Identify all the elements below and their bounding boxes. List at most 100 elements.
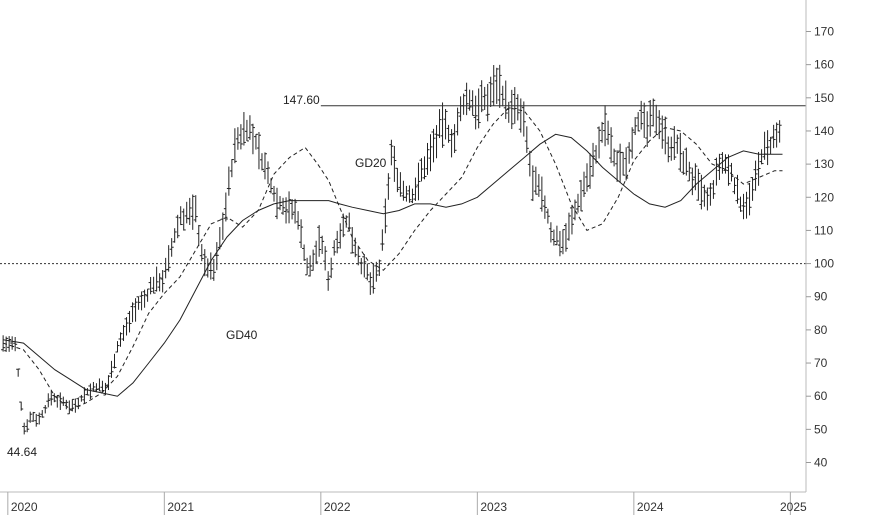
price-bar (750, 177, 755, 201)
price-bar (645, 111, 650, 148)
price-bar (524, 126, 529, 153)
price-bar (365, 263, 370, 281)
y-axis-ticks: 40 50 60 70 80 90 100 110 120 130 140 150 160 170 (806, 25, 834, 470)
price-bar (536, 174, 541, 197)
price-bar (392, 145, 397, 182)
price-bar (569, 205, 574, 235)
price-bar (308, 255, 313, 277)
price-bar (395, 167, 400, 193)
price-bar (759, 149, 764, 165)
price-bar (428, 134, 433, 172)
price-bar (148, 276, 153, 295)
price-bar (332, 240, 337, 256)
price-bar (256, 132, 261, 170)
price-bar (190, 194, 195, 230)
price-bar (527, 150, 532, 177)
y-tick-label: 60 (814, 389, 828, 403)
price-bar (563, 223, 568, 252)
y-tick-label: 160 (814, 58, 834, 72)
price-bar (220, 212, 225, 240)
price-bar (25, 419, 30, 433)
price-bar (681, 151, 686, 175)
price-bar (16, 368, 21, 377)
price-bar (404, 185, 409, 202)
price-bar (777, 120, 782, 143)
price-bar (735, 174, 740, 204)
price-bar (711, 180, 716, 199)
price-bar (554, 225, 559, 246)
price-bar (293, 198, 298, 224)
price-bar (136, 296, 141, 310)
price-bar (729, 162, 734, 182)
price-bar (678, 132, 683, 172)
price-bar (329, 257, 334, 279)
price-bar (636, 112, 641, 132)
price-bar (22, 422, 27, 435)
price-bar (771, 124, 776, 149)
y-tick-label: 80 (814, 323, 828, 337)
price-bar (287, 191, 292, 224)
price-bar (762, 131, 767, 160)
price-bar (470, 90, 475, 116)
price-bar (187, 197, 192, 225)
price-bar (7, 336, 12, 352)
price-bar (13, 337, 18, 352)
price-bar (720, 152, 725, 174)
price-bar (672, 126, 677, 160)
price-bars-layer (1, 64, 782, 435)
price-bar (175, 214, 180, 239)
price-bar (500, 85, 505, 107)
y-tick-label: 100 (814, 257, 834, 271)
price-bar (178, 206, 183, 226)
price-bar (112, 353, 117, 369)
price-bar (431, 128, 436, 163)
price-bar (157, 273, 162, 292)
price-bar (347, 212, 352, 232)
price-bar (738, 196, 743, 212)
price-bar (389, 139, 394, 166)
price-bar (374, 261, 379, 282)
y-tick-label: 50 (814, 422, 828, 436)
price-bar (455, 107, 460, 136)
price-bar (208, 252, 213, 280)
price-bar (326, 271, 331, 291)
price-bar (130, 302, 135, 323)
price-bar (262, 152, 267, 180)
price-bar (482, 86, 487, 110)
price-bar (630, 127, 635, 159)
x-tick-label: 2025 (780, 500, 807, 514)
price-bar (618, 143, 623, 183)
price-bar (494, 67, 499, 104)
price-bar (184, 201, 189, 224)
price-bar (410, 188, 415, 204)
y-tick-label: 140 (814, 124, 834, 138)
price-bar (196, 224, 201, 247)
price-bar (359, 258, 364, 275)
price-bar (582, 171, 587, 197)
price-bar (575, 193, 580, 213)
price-bar (518, 98, 523, 133)
price-bar (151, 276, 156, 294)
price-bar (440, 102, 445, 148)
price-bar (320, 235, 325, 255)
price-bar (651, 98, 656, 127)
price-bar (443, 108, 448, 140)
price-bar (509, 89, 514, 130)
price-bar (46, 393, 51, 408)
price-bar (621, 151, 626, 176)
price-bar (43, 405, 48, 414)
price-bar (684, 147, 689, 176)
price-bar (600, 121, 605, 143)
price-bar (76, 397, 81, 410)
price-bar (515, 94, 520, 121)
price-bar (642, 102, 647, 138)
price-bar (229, 159, 234, 178)
price-bar (61, 396, 66, 406)
price-bar (476, 88, 481, 129)
price-bar (461, 93, 466, 115)
price-bar (663, 116, 668, 155)
price-bar (172, 228, 177, 243)
price-bar (615, 150, 620, 182)
price-bar (70, 398, 75, 412)
price-bar (702, 184, 707, 207)
